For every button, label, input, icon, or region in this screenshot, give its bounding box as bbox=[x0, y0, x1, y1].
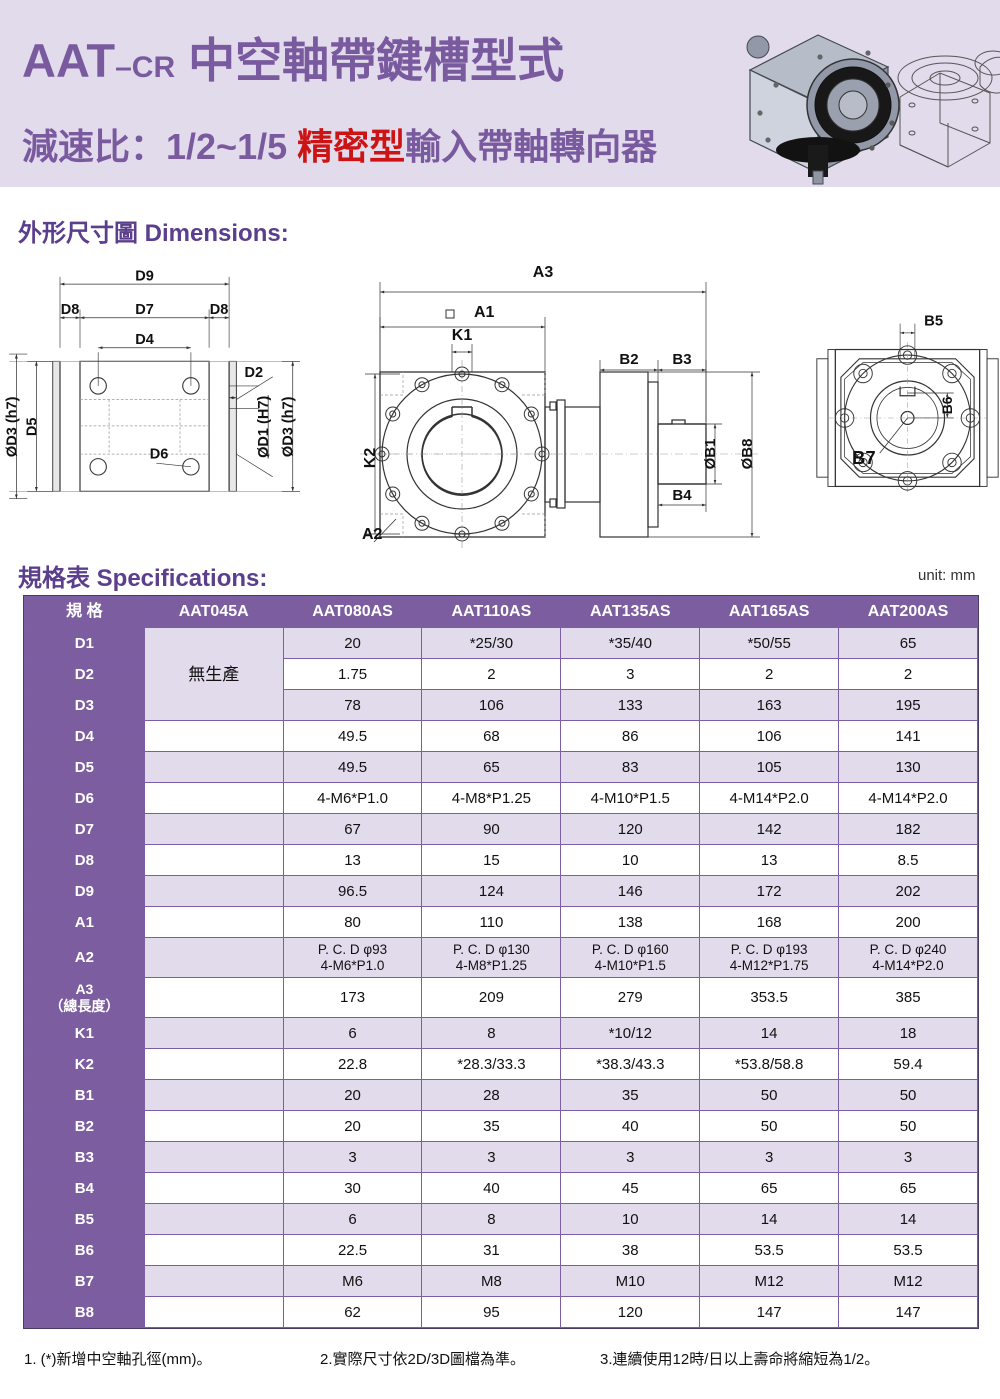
svg-text:B6: B6 bbox=[939, 396, 955, 414]
svg-text:K1: K1 bbox=[452, 327, 473, 344]
svg-text:D2: D2 bbox=[245, 365, 264, 381]
svg-text:A3: A3 bbox=[533, 264, 554, 281]
svg-text:ØB8: ØB8 bbox=[739, 439, 756, 470]
svg-text:A2: A2 bbox=[362, 526, 383, 543]
svg-text:D5: D5 bbox=[24, 418, 40, 437]
svg-text:D4: D4 bbox=[135, 332, 154, 348]
svg-text:D8: D8 bbox=[210, 302, 229, 318]
svg-text:ØD3 (h7): ØD3 (h7) bbox=[4, 396, 20, 457]
svg-text:B7: B7 bbox=[852, 447, 876, 468]
svg-text:D9: D9 bbox=[135, 268, 154, 284]
svg-text:ØB1: ØB1 bbox=[702, 439, 719, 470]
svg-text:B5: B5 bbox=[924, 313, 943, 329]
svg-text:A1: A1 bbox=[474, 304, 495, 321]
svg-text:ØD1 (H7): ØD1 (H7) bbox=[256, 396, 272, 458]
svg-text:D7: D7 bbox=[135, 302, 154, 318]
svg-text:B3: B3 bbox=[672, 351, 691, 368]
svg-text:K2: K2 bbox=[362, 448, 379, 469]
svg-text:ØD3 (h7): ØD3 (h7) bbox=[281, 396, 297, 457]
svg-text:B2: B2 bbox=[619, 351, 638, 368]
svg-text:D8: D8 bbox=[61, 302, 80, 318]
svg-text:D6: D6 bbox=[150, 447, 169, 463]
svg-text:B4: B4 bbox=[672, 487, 692, 504]
